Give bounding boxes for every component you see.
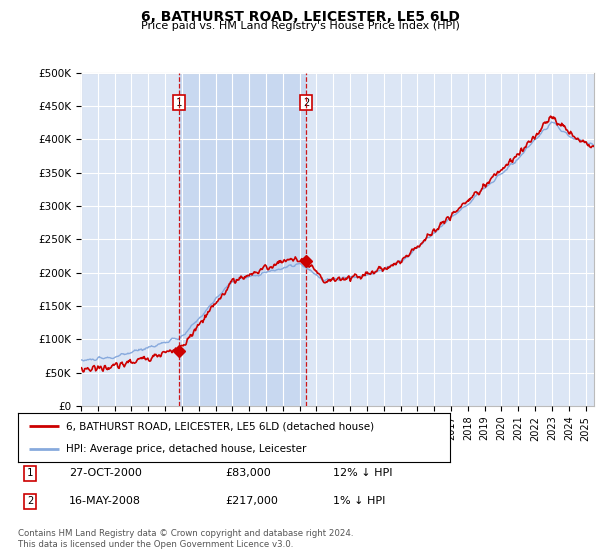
Text: 27-OCT-2000: 27-OCT-2000: [69, 468, 142, 478]
Text: Contains HM Land Registry data © Crown copyright and database right 2024.
This d: Contains HM Land Registry data © Crown c…: [18, 529, 353, 549]
Text: 16-MAY-2008: 16-MAY-2008: [69, 496, 141, 506]
Text: Price paid vs. HM Land Registry's House Price Index (HPI): Price paid vs. HM Land Registry's House …: [140, 21, 460, 31]
Text: 1: 1: [176, 98, 182, 108]
Text: 12% ↓ HPI: 12% ↓ HPI: [333, 468, 392, 478]
Text: 1: 1: [27, 468, 33, 478]
Text: 1% ↓ HPI: 1% ↓ HPI: [333, 496, 385, 506]
Text: 6, BATHURST ROAD, LEICESTER, LE5 6LD (detached house): 6, BATHURST ROAD, LEICESTER, LE5 6LD (de…: [65, 421, 374, 431]
Text: 2: 2: [303, 98, 309, 108]
Bar: [179, 73, 306, 406]
Text: 6, BATHURST ROAD, LEICESTER, LE5 6LD: 6, BATHURST ROAD, LEICESTER, LE5 6LD: [140, 10, 460, 24]
Text: HPI: Average price, detached house, Leicester: HPI: Average price, detached house, Leic…: [65, 444, 306, 454]
Text: 2: 2: [27, 496, 33, 506]
Text: £83,000: £83,000: [225, 468, 271, 478]
Text: £217,000: £217,000: [225, 496, 278, 506]
